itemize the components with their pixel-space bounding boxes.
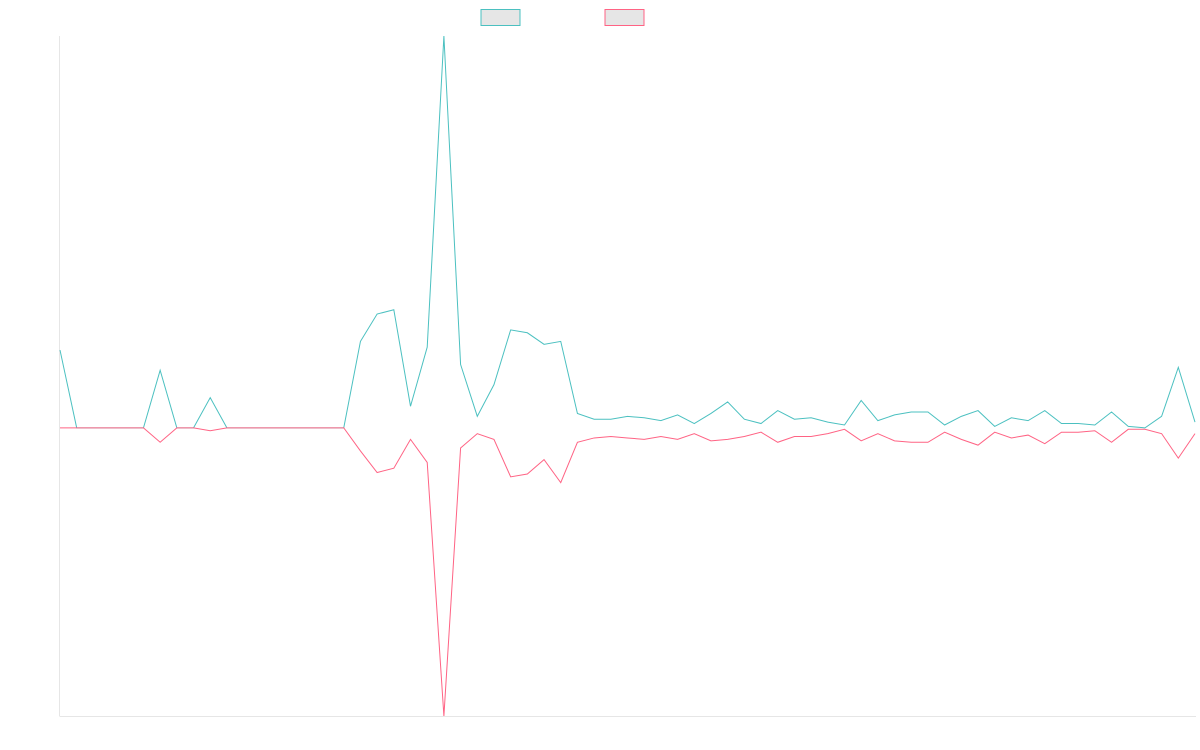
legend-swatch-1[interactable] — [480, 9, 521, 26]
series-2 — [60, 427, 1196, 717]
series-line-2 — [60, 427, 1196, 717]
legend[interactable] — [480, 9, 645, 26]
series-1 — [59, 35, 1196, 429]
series-layer — [59, 35, 1196, 717]
legend-swatch-2[interactable] — [604, 9, 645, 26]
series-line-1 — [59, 35, 1196, 429]
